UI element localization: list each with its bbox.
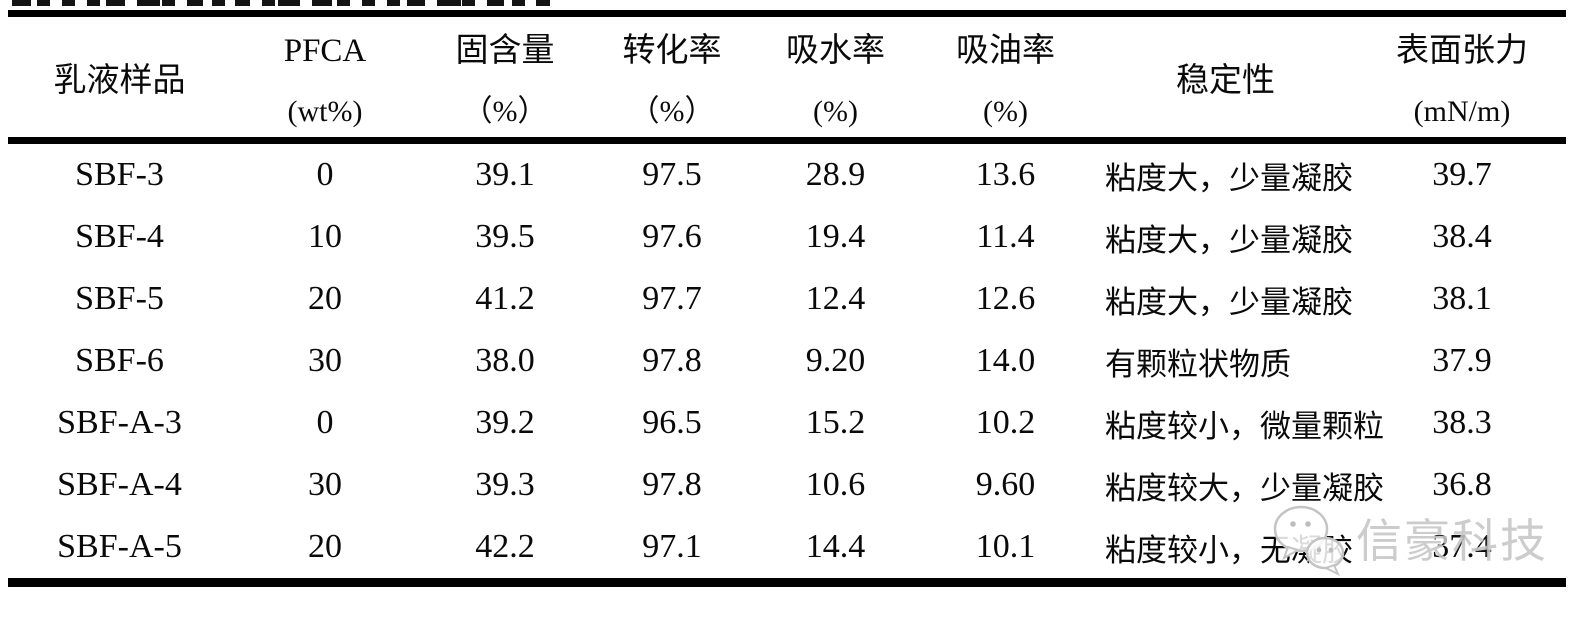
cell-water-absorption: 10.6 — [805, 466, 866, 503]
col-header-solid-content-label: 固含量 — [455, 33, 555, 69]
cell-surface-tension: 37.4 — [1432, 528, 1492, 565]
col-header-stability: 稳定性 — [1093, 14, 1358, 141]
cell-oil-absorption: 14.0 — [975, 342, 1036, 379]
cell-surface-tension: 38.3 — [1432, 404, 1492, 441]
table-header: 乳液样品 PFCA (wt%) 固含量 （%） 转化率 （%） — [8, 14, 1566, 141]
cell-conversion: 97.8 — [642, 342, 702, 379]
cell-stability: 粘度大，少量凝胶 — [1105, 222, 1353, 258]
col-header-oil-absorption-label: 吸油率 — [956, 33, 1055, 69]
col-header-solid-content: 固含量 （%） — [419, 14, 591, 141]
cell-solid-content: 38.0 — [475, 342, 535, 379]
cell-conversion: 97.8 — [642, 466, 702, 503]
cell-conversion: 97.1 — [642, 528, 702, 565]
cell-sample: SBF-A-4 — [57, 466, 182, 503]
cell-stability: 粘度较大，少量凝胶 — [1105, 470, 1384, 506]
table-row: SBF-6 30 38.0 97.8 9.20 14.0 有颗粒状物质 37.9 — [8, 330, 1566, 392]
cell-water-absorption: 19.4 — [805, 218, 866, 255]
col-header-sample-label: 乳液样品 — [53, 62, 186, 99]
table-body: SBF-3 0 39.1 97.5 28.9 13.6 粘度大，少量凝胶 39.… — [8, 141, 1566, 583]
cell-oil-absorption: 10.2 — [975, 404, 1036, 441]
cell-sample: SBF-5 — [75, 280, 164, 317]
cell-surface-tension: 36.8 — [1432, 466, 1492, 503]
table-row: SBF-A-5 20 42.2 97.1 14.4 10.1 粘度较小，无凝胶 … — [8, 516, 1566, 583]
cell-water-absorption: 28.9 — [805, 156, 866, 193]
cell-conversion: 97.6 — [642, 218, 702, 255]
cell-stability: 粘度大，少量凝胶 — [1105, 160, 1353, 196]
cell-surface-tension: 38.1 — [1432, 280, 1492, 317]
cell-sample: SBF-A-5 — [57, 528, 182, 565]
cell-conversion: 97.5 — [642, 156, 702, 193]
table-row: SBF-5 20 41.2 97.7 12.4 12.6 粘度大，少量凝胶 38… — [8, 268, 1566, 330]
cell-stability: 粘度大，少量凝胶 — [1105, 284, 1353, 320]
cell-pfca: 20 — [308, 280, 342, 317]
cell-surface-tension: 39.7 — [1432, 156, 1492, 193]
cell-pfca: 30 — [308, 342, 342, 379]
cell-sample: SBF-3 — [75, 156, 164, 193]
cell-sample: SBF-6 — [75, 342, 164, 379]
data-table-wrapper: 乳液样品 PFCA (wt%) 固含量 （%） 转化率 （%） — [8, 10, 1566, 587]
col-header-oil-absorption-unit: (%) — [983, 95, 1028, 128]
cell-stability: 有颗粒状物质 — [1105, 346, 1291, 382]
cell-pfca: 0 — [316, 156, 334, 193]
table-row: SBF-3 0 39.1 97.5 28.9 13.6 粘度大，少量凝胶 39.… — [8, 141, 1566, 207]
col-header-pfca: PFCA (wt%) — [231, 14, 419, 141]
col-header-pfca-unit: (wt%) — [287, 95, 363, 128]
cell-solid-content: 39.5 — [475, 218, 535, 255]
table-row: SBF-A-4 30 39.3 97.8 10.6 9.60 粘度较大，少量凝胶… — [8, 454, 1566, 516]
cell-conversion: 96.5 — [642, 404, 702, 441]
cell-stability: 粘度较小，无凝胶 — [1105, 532, 1353, 568]
emulsion-properties-table: 乳液样品 PFCA (wt%) 固含量 （%） 转化率 （%） — [8, 10, 1566, 587]
col-header-solid-content-unit: （%） — [462, 95, 548, 128]
cell-solid-content: 41.2 — [475, 280, 535, 317]
col-header-water-absorption-label: 吸水率 — [786, 33, 885, 69]
cell-pfca: 30 — [308, 466, 342, 503]
col-header-water-absorption-unit: (%) — [813, 95, 858, 128]
col-header-surface-tension: 表面张力 (mN/m) — [1358, 14, 1566, 141]
cell-surface-tension: 37.9 — [1432, 342, 1492, 379]
col-header-conversion: 转化率 （%） — [591, 14, 753, 141]
col-header-surface-tension-unit: (mN/m) — [1413, 95, 1511, 128]
col-header-stability-label: 稳定性 — [1176, 62, 1275, 99]
cell-pfca: 20 — [308, 528, 342, 565]
col-header-surface-tension-label: 表面张力 — [1396, 33, 1528, 69]
cell-stability: 粘度较小，微量颗粒 — [1105, 408, 1384, 444]
cell-solid-content: 39.1 — [475, 156, 535, 193]
cell-water-absorption: 12.4 — [805, 280, 866, 317]
col-header-conversion-unit: （%） — [629, 95, 715, 128]
cell-sample: SBF-4 — [75, 218, 164, 255]
table-row: SBF-4 10 39.5 97.6 19.4 11.4 粘度大，少量凝胶 38… — [8, 206, 1566, 268]
cell-solid-content: 39.2 — [475, 404, 535, 441]
cell-oil-absorption: 11.4 — [976, 218, 1035, 255]
col-header-conversion-label: 转化率 — [622, 33, 722, 69]
col-header-water-absorption: 吸水率 (%) — [753, 14, 918, 141]
cell-water-absorption: 15.2 — [805, 404, 866, 441]
col-header-oil-absorption: 吸油率 (%) — [918, 14, 1093, 141]
cell-sample: SBF-A-3 — [57, 404, 182, 441]
cell-water-absorption: 14.4 — [805, 528, 866, 565]
cell-pfca: 10 — [308, 218, 342, 255]
cell-surface-tension: 38.4 — [1432, 218, 1492, 255]
cell-water-absorption: 9.20 — [805, 342, 866, 379]
table-row: SBF-A-3 0 39.2 96.5 15.2 10.2 粘度较小，微量颗粒 … — [8, 392, 1566, 454]
cell-solid-content: 39.3 — [475, 466, 535, 503]
cell-oil-absorption: 12.6 — [975, 280, 1036, 317]
cell-solid-content: 42.2 — [475, 528, 535, 565]
cell-oil-absorption: 13.6 — [975, 156, 1036, 193]
col-header-pfca-label: PFCA — [283, 33, 367, 69]
cell-pfca: 0 — [316, 404, 334, 441]
col-header-sample: 乳液样品 — [8, 14, 231, 141]
cell-oil-absorption: 9.60 — [975, 466, 1036, 503]
cell-conversion: 97.7 — [642, 280, 702, 317]
cropped-caption-fragment — [12, 0, 560, 6]
cell-oil-absorption: 10.1 — [975, 528, 1036, 565]
